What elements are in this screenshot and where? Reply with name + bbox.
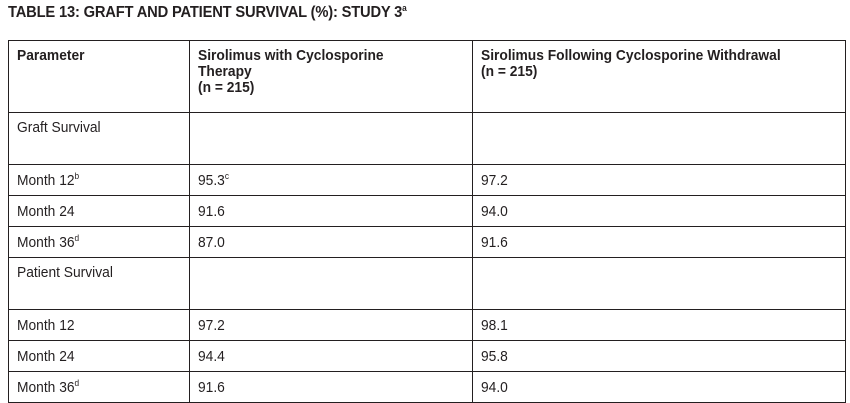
value-with-cyclosporine: 95.3c [189,164,473,196]
table-cell [472,257,846,310]
row-label: Month 12 [8,309,190,341]
table-row: Month 36d 91.6 94.0 [8,371,846,403]
value-following-withdrawal: 98.1 [472,309,846,341]
header-col1-line2: Therapy [198,63,252,80]
row-label: Month 12b [8,164,190,196]
section-row-graft-survival: Graft Survival [8,112,846,165]
value-with-cyclosporine: 94.4 [189,340,473,372]
table-row: Month 24 94.4 95.8 [8,340,846,372]
header-with-cyclosporine: Sirolimus with Cyclosporine Therapy (n =… [189,40,473,113]
survival-table: Parameter Sirolimus with Cyclosporine Th… [8,40,846,403]
table-cell [189,257,473,310]
row-label: Month 24 [8,195,190,227]
table-title-footnote: a [402,3,407,13]
header-row: Parameter Sirolimus with Cyclosporine Th… [8,40,846,113]
value-with-cyclosporine: 97.2 [189,309,473,341]
value-following-withdrawal: 91.6 [472,226,846,258]
value-with-cyclosporine: 91.6 [189,371,473,403]
section-row-patient-survival: Patient Survival [8,257,846,310]
value-following-withdrawal: 94.0 [472,195,846,227]
row-label: Month 36d [8,226,190,258]
table-row: Month 24 91.6 94.0 [8,195,846,227]
header-col1-n: (n = 215) [198,79,255,96]
header-col2-line1: Sirolimus Following Cyclosporine Withdra… [481,47,781,64]
value-with-cyclosporine: 91.6 [189,195,473,227]
row-label: Month 24 [8,340,190,372]
table-row: Month 12 97.2 98.1 [8,309,846,341]
header-parameter: Parameter [8,40,190,113]
section-label: Graft Survival [8,112,190,165]
table-row: Month 12b 95.3c 97.2 [8,164,846,196]
table-row: Month 36d 87.0 91.6 [8,226,846,258]
table-cell [189,112,473,165]
section-label: Patient Survival [8,257,190,310]
value-following-withdrawal: 97.2 [472,164,846,196]
header-col1-line1: Sirolimus with Cyclosporine [198,47,384,64]
table-title: TABLE 13: GRAFT AND PATIENT SURVIVAL (%)… [8,3,407,22]
value-with-cyclosporine: 87.0 [189,226,473,258]
value-following-withdrawal: 94.0 [472,371,846,403]
table-title-text: TABLE 13: GRAFT AND PATIENT SURVIVAL (%)… [8,4,403,21]
table-cell [472,112,846,165]
value-following-withdrawal: 95.8 [472,340,846,372]
header-col2-n: (n = 215) [481,63,538,80]
row-label: Month 36d [8,371,190,403]
header-following-withdrawal: Sirolimus Following Cyclosporine Withdra… [472,40,846,113]
